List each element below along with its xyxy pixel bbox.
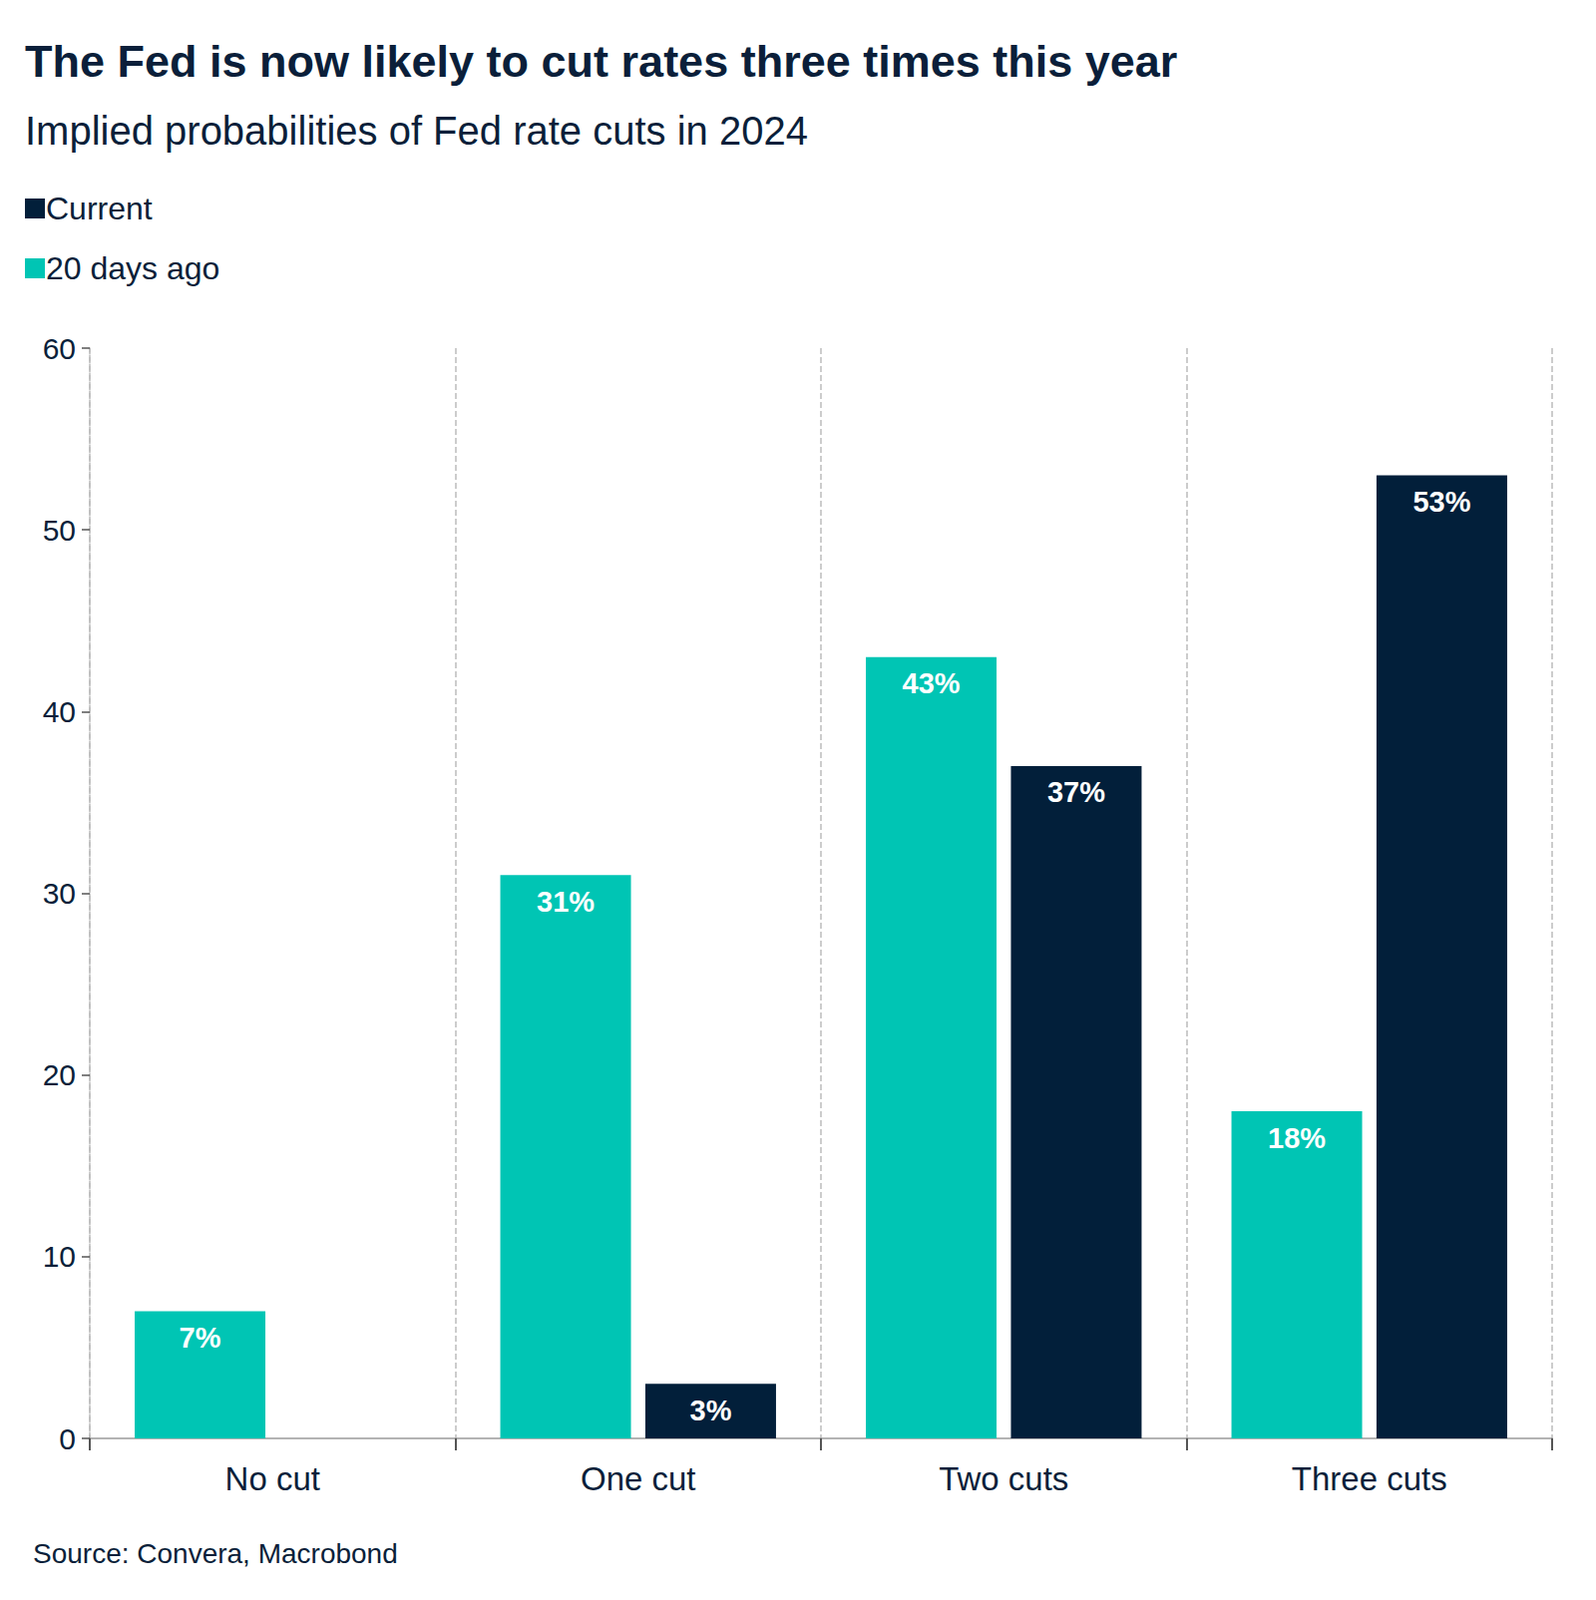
svg-text:0: 0	[58, 1422, 76, 1456]
svg-text:3%: 3%	[689, 1394, 732, 1427]
svg-text:30: 30	[42, 876, 76, 910]
svg-text:40: 40	[42, 695, 76, 729]
svg-text:Current: Current	[45, 190, 153, 227]
svg-text:The Fed is now likely to cut r: The Fed is now likely to cut rates three…	[24, 35, 1178, 87]
svg-text:43%: 43%	[902, 667, 961, 700]
svg-text:37%: 37%	[1047, 776, 1106, 808]
svg-text:No cut: No cut	[225, 1460, 321, 1498]
svg-text:10: 10	[42, 1239, 76, 1273]
svg-text:Implied probabilities of Fed r: Implied probabilities of Fed rate cuts i…	[24, 108, 808, 153]
svg-text:20 days ago: 20 days ago	[45, 250, 220, 287]
svg-text:18%: 18%	[1267, 1122, 1326, 1155]
svg-text:20: 20	[42, 1058, 76, 1092]
svg-text:Source: Convera, Macrobond: Source: Convera, Macrobond	[32, 1538, 399, 1570]
svg-text:Three cuts: Three cuts	[1291, 1460, 1448, 1498]
svg-text:53%: 53%	[1412, 485, 1471, 518]
svg-text:7%: 7%	[179, 1321, 222, 1354]
svg-text:50: 50	[42, 513, 76, 547]
svg-text:One cut: One cut	[580, 1460, 697, 1498]
svg-text:Two cuts: Two cuts	[938, 1460, 1069, 1498]
svg-text:60: 60	[42, 332, 76, 366]
svg-text:31%: 31%	[536, 885, 595, 918]
